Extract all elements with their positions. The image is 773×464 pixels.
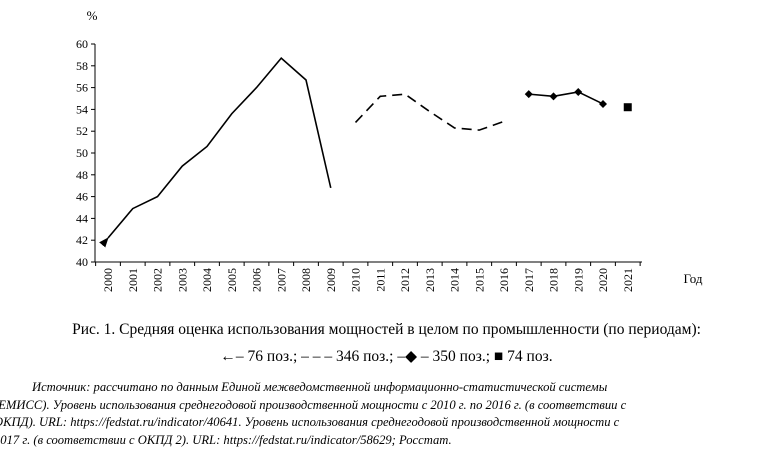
x-tick-label: 2005 [225, 268, 239, 292]
x-tick-label: 2018 [547, 268, 561, 292]
legend-symbol-solid-arrow: ←– [220, 348, 244, 365]
series-3-point [549, 92, 558, 101]
x-tick-label: 2009 [324, 268, 338, 292]
x-tick-label: 2012 [398, 268, 412, 292]
series-3-point [574, 87, 583, 96]
figure-caption-title: Рис. 1. Средняя оценка использования мощ… [72, 321, 701, 338]
x-tick-label: 2020 [596, 268, 610, 292]
y-tick-label: 48 [76, 168, 88, 182]
x-tick-label: 2016 [497, 268, 511, 292]
series-3-point [524, 90, 533, 99]
source-line-4: 2017 г. (в соответствии с ОКПД 2). URL: … [0, 432, 452, 447]
series-3-line [528, 91, 604, 105]
x-tick-label: 2007 [274, 268, 288, 292]
x-tick-label: 2000 [101, 268, 115, 292]
figure-caption-legend: ←– 76 поз.; – – – 346 поз.; –◆ – 350 поз… [0, 347, 773, 366]
x-tick-label: 2002 [151, 268, 165, 292]
x-tick-label: 2017 [522, 268, 536, 292]
legend-entry-76: 76 поз.; [243, 348, 298, 365]
source-line-2: (ЕМИСС). Уровень использования среднегод… [0, 397, 627, 412]
legend-entry-350: – 350 поз.; [417, 348, 491, 365]
source-note: Источник: рассчитано по данным Единой ме… [0, 379, 750, 449]
legend-symbol-dashed: – – – [297, 348, 333, 365]
y-tick-label: 40 [76, 255, 88, 269]
y-tick-label: 50 [76, 146, 88, 160]
x-tick-label: 2008 [299, 268, 313, 292]
x-tick-label: 2015 [472, 268, 486, 292]
legend-symbol-diamond: –◆ [393, 348, 418, 365]
y-tick-label: 46 [76, 190, 88, 204]
y-tick-label: 42 [76, 233, 88, 247]
x-tick-label: 2021 [621, 268, 635, 292]
series-4-point [623, 103, 632, 112]
legend-symbol-square: ■ [490, 348, 504, 365]
x-axis-title: Год [683, 271, 702, 286]
x-tick-label: 2003 [175, 268, 189, 292]
legend-entry-346: 346 поз.; [332, 348, 394, 365]
y-tick-label: 52 [76, 124, 88, 138]
legend-entry-74: 74 поз. [503, 348, 553, 365]
y-tick-label: 58 [76, 59, 88, 73]
y-tick-label: 56 [76, 81, 88, 95]
source-line-3: ОКПД). URL: https://fedstat.ru/indicator… [0, 415, 620, 429]
x-tick-label: 2014 [448, 268, 462, 292]
x-tick-label: 2006 [250, 268, 264, 292]
x-tick-label: 2001 [126, 268, 140, 292]
x-tick-label: 2011 [373, 268, 387, 292]
x-tick-label: 2013 [423, 268, 437, 292]
x-tick-label: 2010 [349, 268, 363, 292]
y-tick-label: 44 [76, 211, 88, 225]
series-2-line [354, 93, 505, 131]
y-tick-label: 60 [76, 37, 88, 51]
series-1-line [99, 57, 332, 248]
y-axis-unit-label: % [87, 8, 98, 23]
y-tick-label: 54 [76, 102, 88, 116]
x-tick-label: 2019 [571, 268, 585, 292]
series-3-point [599, 99, 607, 108]
x-tick-label: 2004 [200, 268, 214, 292]
source-line-1: Источник: рассчитано по данным Единой ме… [32, 380, 608, 394]
capacity-utilization-chart: 40 42 44 46 48 50 52 54 56 58 60 2000 2001 2002 2003 20… [76, 8, 703, 292]
